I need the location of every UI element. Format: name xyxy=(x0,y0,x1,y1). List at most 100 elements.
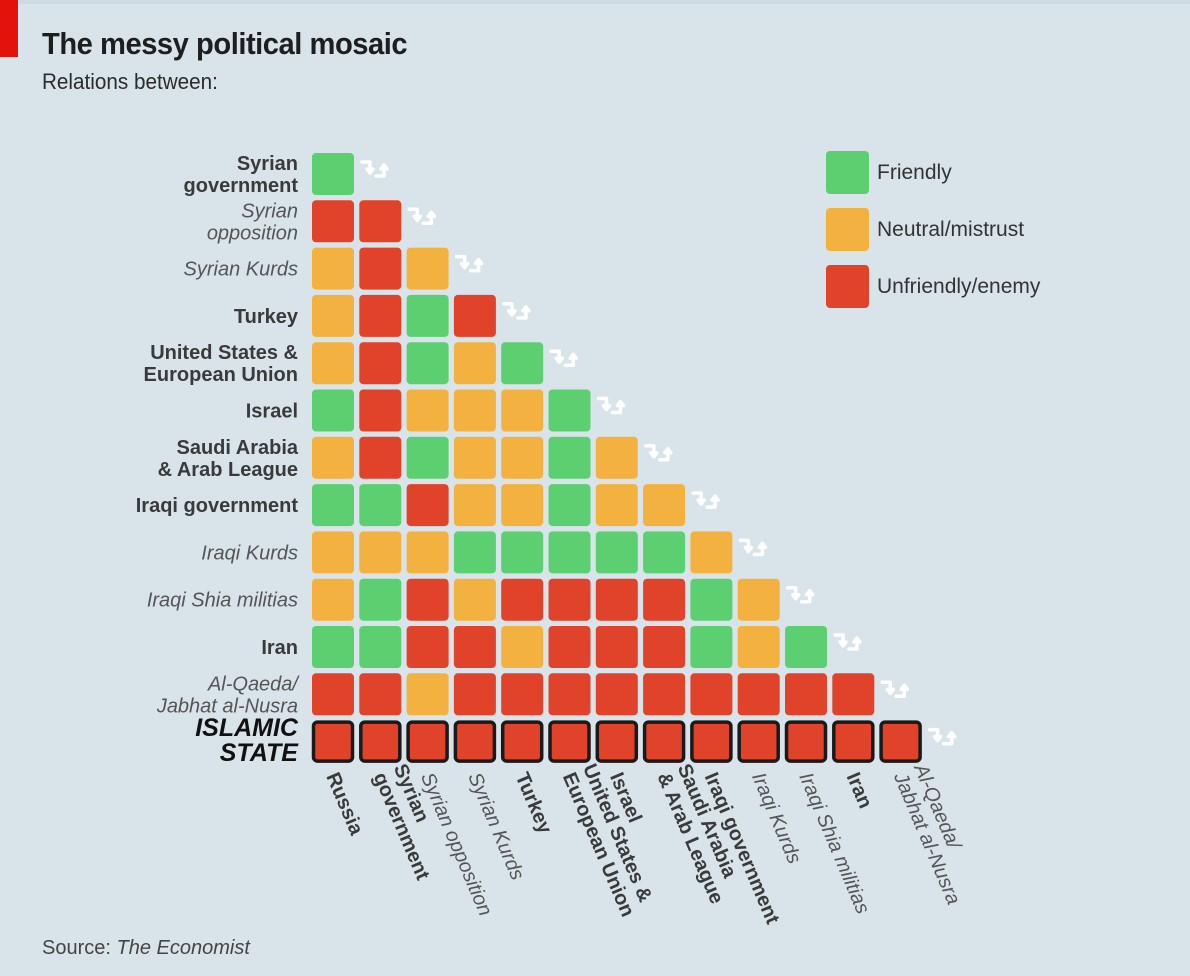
matrix-cell xyxy=(690,578,733,621)
two-way-arrow-icon xyxy=(549,349,578,367)
matrix-cells xyxy=(311,153,922,763)
matrix-cell xyxy=(406,720,449,763)
matrix-cell xyxy=(785,673,827,716)
matrix-cell xyxy=(501,578,544,621)
matrix-cell xyxy=(785,626,827,668)
matrix-cell xyxy=(643,578,686,621)
matrix-cell xyxy=(501,436,544,479)
matrix-cell xyxy=(406,389,449,432)
matrix-cell xyxy=(359,342,402,385)
column-label-group: Iran xyxy=(842,769,877,811)
matrix-cell xyxy=(359,484,402,527)
matrix-cell xyxy=(312,626,354,668)
matrix-cell xyxy=(548,578,591,621)
row-label: Israel xyxy=(246,401,298,423)
matrix-cell xyxy=(548,484,591,527)
matrix-cell xyxy=(453,294,496,337)
matrix-cell xyxy=(359,247,402,290)
row-label: Saudi Arabia xyxy=(176,437,298,459)
matrix-cell xyxy=(312,578,354,621)
row-label: European Union xyxy=(144,364,298,386)
matrix-cell xyxy=(406,673,449,716)
matrix-cell xyxy=(548,673,591,716)
matrix-cell xyxy=(359,294,402,337)
matrix-cell xyxy=(501,342,544,385)
matrix-cell xyxy=(312,389,354,432)
row-label: government xyxy=(184,175,299,197)
matrix-cell xyxy=(406,531,449,574)
two-way-arrow-icon xyxy=(407,207,437,226)
matrix-cell xyxy=(312,247,354,290)
matrix-cell xyxy=(453,531,496,574)
matrix-cell xyxy=(406,342,449,385)
two-way-arrow-icon xyxy=(785,585,815,604)
matrix-cell xyxy=(595,531,638,574)
chart-title: The messy political mosaic xyxy=(42,26,408,61)
source-label: Source: xyxy=(42,937,111,959)
two-way-arrow-icon xyxy=(880,680,910,699)
matrix-cell xyxy=(312,342,354,385)
matrix-cell xyxy=(548,720,591,763)
matrix-cell xyxy=(359,200,402,243)
row-label: Iraqi Shia militias xyxy=(147,590,298,612)
row-label: Syrian xyxy=(241,200,298,222)
matrix-cell xyxy=(406,436,449,479)
column-label-group: Turkey xyxy=(511,769,557,837)
matrix-cell xyxy=(737,673,780,716)
matrix-cell xyxy=(406,294,449,337)
matrix-cell xyxy=(453,436,496,479)
matrix-cell xyxy=(501,389,544,432)
matrix-cell xyxy=(832,673,875,716)
matrix-cell xyxy=(312,484,354,527)
matrix-cell xyxy=(359,436,402,479)
column-label: Iran xyxy=(842,769,877,811)
legend-swatch-unfriendly xyxy=(826,265,869,308)
column-label: Turkey xyxy=(511,769,557,837)
row-label: opposition xyxy=(207,222,298,244)
top-rule xyxy=(0,0,1190,4)
matrix-cell xyxy=(879,720,922,763)
matrix-cell xyxy=(595,673,638,716)
matrix-cell xyxy=(453,673,496,716)
diagonal-arrows xyxy=(360,160,957,746)
matrix-cell xyxy=(690,673,733,716)
matrix-cell xyxy=(312,294,354,337)
row-label: Al-Qaeda/ xyxy=(207,673,300,695)
matrix-cell xyxy=(501,626,544,668)
row-label: Iraqi government xyxy=(136,495,299,517)
two-way-arrow-icon xyxy=(833,633,862,651)
matrix-cell xyxy=(548,436,591,479)
matrix-cell xyxy=(595,720,639,763)
legend-label-unfriendly: Unfriendly/enemy xyxy=(877,275,1041,298)
matrix-cell xyxy=(312,673,354,716)
two-way-arrow-icon xyxy=(691,491,720,509)
brand-tab xyxy=(0,0,18,57)
column-label-group: Al-Qaeda/Jabhat al-Nusra xyxy=(889,760,966,908)
matrix-cell xyxy=(832,720,875,763)
matrix-cell xyxy=(312,153,354,195)
matrix-cell xyxy=(501,673,544,716)
row-label: ISLAMIC xyxy=(195,714,299,742)
legend-label-friendly: Friendly xyxy=(877,161,952,184)
matrix-cell xyxy=(312,531,354,574)
matrix-cell xyxy=(501,531,544,574)
source-note: Source: The Economist xyxy=(42,937,250,960)
row-label: & Arab League xyxy=(158,459,298,481)
two-way-arrow-icon xyxy=(927,727,957,746)
matrix-cell xyxy=(453,389,496,432)
matrix-cell xyxy=(737,578,780,621)
two-way-arrow-icon xyxy=(596,396,626,415)
matrix-cell xyxy=(737,626,780,668)
matrix-cell xyxy=(643,484,686,527)
matrix-cell xyxy=(359,531,402,574)
matrix-cell xyxy=(359,673,402,716)
matrix-cell xyxy=(548,531,591,574)
source-name: The Economist xyxy=(116,937,250,959)
matrix-cell xyxy=(595,626,638,668)
row-label: Syrian Kurds xyxy=(184,259,299,281)
matrix-cell xyxy=(453,720,497,763)
matrix-cell xyxy=(406,247,449,290)
matrix-cell xyxy=(406,484,449,527)
chart-subtitle: Relations between: xyxy=(42,69,218,94)
matrix-cell xyxy=(500,720,544,763)
